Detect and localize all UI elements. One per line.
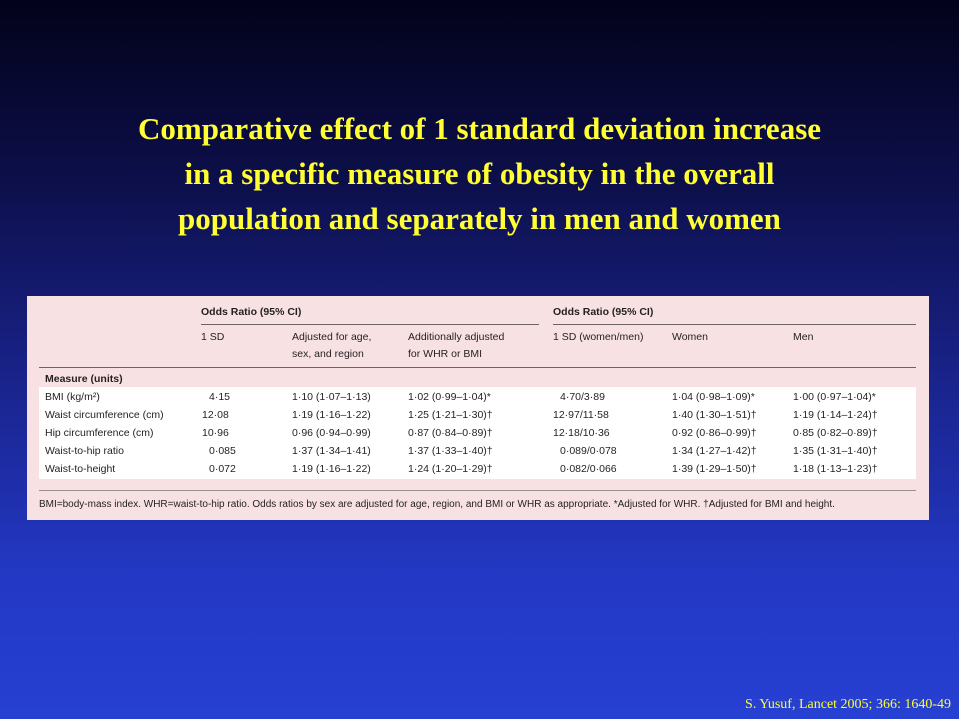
cell-adjusted: 1·37 (1·34–1·41) — [292, 445, 371, 457]
cell-measure: Waist-to-height — [45, 463, 116, 475]
cell-measure: Waist circumference (cm) — [45, 409, 164, 421]
cell-additional: 1·37 (1·33–1·40)† — [408, 445, 493, 457]
footer-rule — [39, 490, 916, 491]
cell-sd: 0·085 — [209, 445, 236, 457]
cell-sd-women-men: 0·089/0·078 — [560, 445, 617, 457]
cell-sd: 4·15 — [209, 391, 231, 403]
cell-adjusted: 0·96 (0·94–0·99) — [292, 427, 371, 439]
cell-men: 1·00 (0·97–1·04)* — [793, 391, 876, 403]
col-header-1sd: 1 SD — [201, 331, 225, 343]
cell-measure: BMI (kg/m²) — [45, 391, 100, 403]
cell-sd-women-men: 0·082/0·066 — [560, 463, 617, 475]
cell-measure: Hip circumference (cm) — [45, 427, 154, 439]
title-line: Comparative effect of 1 standard deviati… — [137, 111, 822, 146]
cell-sd-women-men: 12·97/11·58 — [553, 409, 609, 421]
header-rule — [39, 367, 916, 368]
cell-men: 1·19 (1·14–1·24)† — [793, 409, 878, 421]
table-footnote: BMI=body-mass index. WHR=waist-to-hip ra… — [39, 499, 835, 510]
cell-sd: 12·08 — [202, 409, 229, 421]
table-body — [39, 387, 916, 479]
cell-additional: 0·87 (0·84–0·89)† — [408, 427, 493, 439]
cell-women: 1·34 (1·27–1·42)† — [672, 445, 757, 457]
cell-additional: 1·02 (0·99–1·04)* — [408, 391, 491, 403]
cell-men: 0·85 (0·82–0·89)† — [793, 427, 878, 439]
cell-sd-women-men: 12·18/10·36 — [553, 427, 610, 439]
cell-men: 1·18 (1·13–1·23)† — [793, 463, 878, 475]
col-header-additional-line2: for WHR or BMI — [408, 348, 483, 360]
cell-women: 1·40 (1·30–1·51)† — [672, 409, 757, 421]
title-line: in a specific measure of obesity in the … — [184, 156, 775, 191]
cell-additional: 1·25 (1·21–1·30)† — [408, 409, 493, 421]
group-rule-overall — [201, 324, 539, 325]
cell-adjusted: 1·19 (1·16–1·22) — [292, 463, 371, 475]
cell-sd: 0·072 — [209, 463, 236, 475]
group-header-by-sex: Odds Ratio (95% CI) — [553, 306, 654, 318]
col-header-additional-line1: Additionally adjusted — [408, 331, 505, 343]
citation: S. Yusuf, Lancet 2005; 366: 1640-49 — [745, 697, 951, 712]
col-header-men: Men — [793, 331, 814, 343]
odds-ratio-table: Odds Ratio (95% CI) Odds Ratio (95% CI) … — [27, 296, 929, 520]
col-header-adjusted-line2: sex, and region — [292, 348, 364, 360]
cell-women: 0·92 (0·86–0·99)† — [672, 427, 757, 439]
col-header-women: Women — [672, 331, 708, 343]
cell-sd: 10·96 — [202, 427, 229, 439]
cell-women: 1·39 (1·29–1·50)† — [672, 463, 757, 475]
cell-measure: Waist-to-hip ratio — [45, 445, 124, 457]
cell-women: 1·04 (0·98–1·09)* — [672, 391, 755, 403]
col-header-1sd-women-men: 1 SD (women/men) — [553, 331, 644, 343]
col-header-adjusted-line1: Adjusted for age, — [292, 331, 372, 343]
cell-adjusted: 1·19 (1·16–1·22) — [292, 409, 371, 421]
section-label: Measure (units) — [45, 373, 123, 385]
cell-additional: 1·24 (1·20–1·29)† — [408, 463, 493, 475]
cell-adjusted: 1·10 (1·07–1·13) — [292, 391, 371, 403]
cell-sd-women-men: 4·70/3·89 — [560, 391, 605, 403]
cell-men: 1·35 (1·31–1·40)† — [793, 445, 878, 457]
group-header-overall: Odds Ratio (95% CI) — [201, 306, 302, 318]
title-line: population and separately in men and wom… — [178, 201, 781, 236]
group-rule-by-sex — [553, 324, 916, 325]
slide-title: Comparative effect of 1 standard deviati… — [40, 106, 919, 241]
